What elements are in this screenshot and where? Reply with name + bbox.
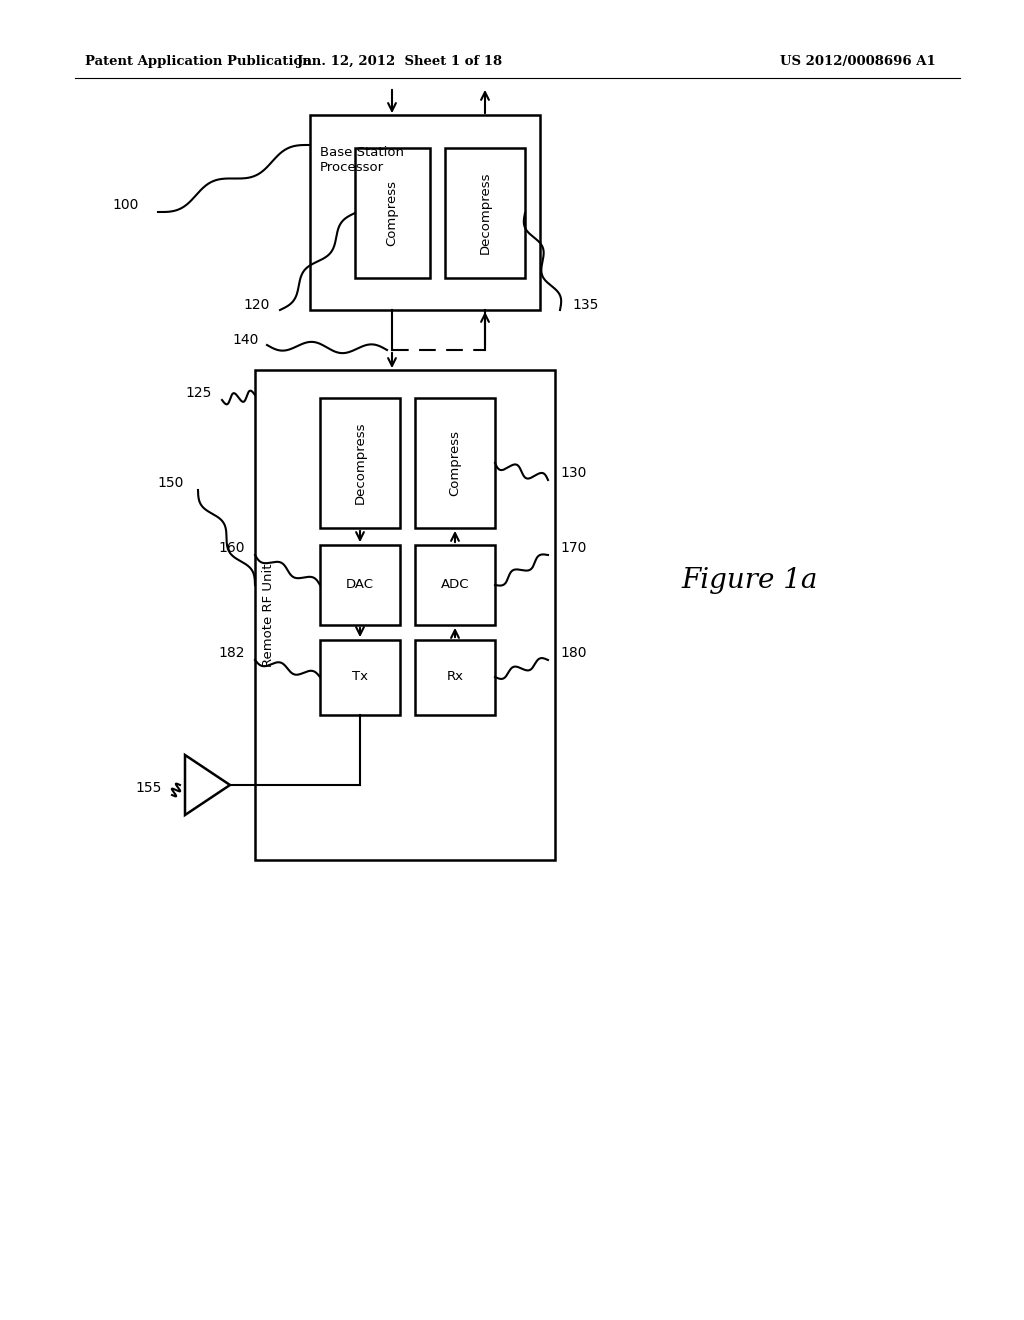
Text: US 2012/0008696 A1: US 2012/0008696 A1 (780, 55, 936, 69)
Text: 135: 135 (572, 298, 598, 312)
Text: Figure 1a: Figure 1a (682, 566, 818, 594)
Text: 180: 180 (560, 645, 587, 660)
Text: Jan. 12, 2012  Sheet 1 of 18: Jan. 12, 2012 Sheet 1 of 18 (297, 55, 503, 69)
Text: DAC: DAC (346, 578, 374, 591)
Text: Remote RF Unit: Remote RF Unit (262, 564, 275, 667)
Bar (319, 640, 400, 715)
Text: ADC: ADC (440, 578, 469, 591)
Text: 125: 125 (185, 385, 211, 400)
Text: 182: 182 (218, 645, 245, 660)
Text: 170: 170 (560, 541, 587, 554)
Bar (319, 545, 400, 624)
Text: Decompress: Decompress (478, 172, 492, 255)
Bar (415, 545, 495, 624)
Text: Decompress: Decompress (353, 422, 367, 504)
Text: Compress: Compress (449, 430, 462, 496)
Text: Compress: Compress (385, 180, 398, 246)
Bar (415, 640, 495, 715)
Text: Tx: Tx (352, 671, 368, 684)
Bar (415, 399, 495, 528)
Text: 150: 150 (157, 477, 183, 490)
Bar (255, 370, 555, 861)
Text: 130: 130 (560, 466, 587, 480)
Text: 120: 120 (243, 298, 269, 312)
Bar (445, 148, 525, 279)
Bar (310, 115, 540, 310)
Text: 140: 140 (232, 333, 258, 347)
Text: 100: 100 (112, 198, 138, 213)
Text: Base Station
Processor: Base Station Processor (319, 147, 404, 174)
Bar (355, 148, 430, 279)
Text: 160: 160 (218, 541, 245, 554)
Text: Patent Application Publication: Patent Application Publication (85, 55, 311, 69)
Text: Rx: Rx (446, 671, 464, 684)
Bar (319, 399, 400, 528)
Text: 155: 155 (135, 781, 162, 795)
